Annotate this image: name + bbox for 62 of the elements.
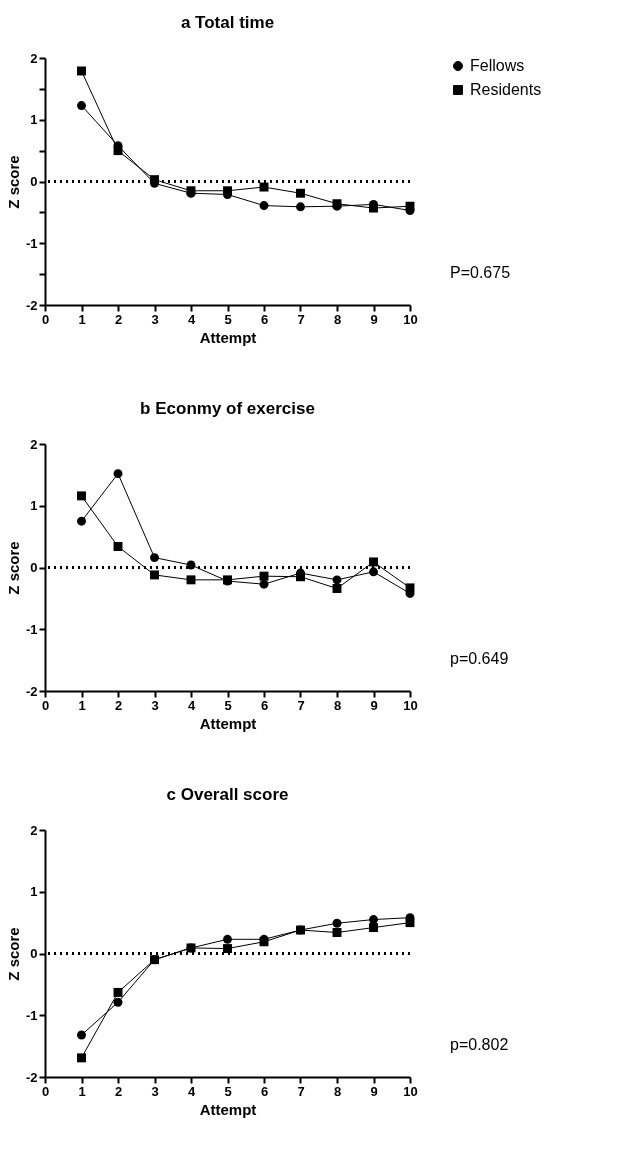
text: p=0.649: [450, 649, 509, 667]
y-tick-label: -2: [25, 1069, 38, 1085]
x-tick-label: 0: [41, 697, 50, 713]
x-tick-label: 10: [403, 697, 418, 713]
y-axis-title: Z score: [4, 541, 22, 595]
x-tick-label: 9: [370, 697, 378, 713]
y-tick-label: -1: [25, 1007, 38, 1023]
x-tick-label: 4: [187, 1083, 196, 1099]
y-axis-title: Z score: [4, 927, 22, 981]
x-tick-label: 3: [151, 697, 159, 713]
x-tick-label: 10: [403, 1083, 418, 1099]
x-tick-label: 5: [224, 697, 232, 713]
y-tick-label: -2: [25, 683, 38, 699]
x-tick-label: 0: [41, 1083, 50, 1099]
y-tick-label: 2: [30, 436, 38, 452]
x-axis-title: Attempt: [199, 328, 257, 346]
legend-label: Fellows: [470, 57, 525, 74]
x-tick-label: 10: [403, 311, 418, 327]
text: P=0.675: [450, 263, 511, 281]
chart-title: c Overall score: [166, 785, 289, 804]
x-tick-label: 3: [151, 1083, 159, 1099]
x-tick-label: 8: [333, 311, 342, 327]
x-tick-label: 6: [260, 1083, 269, 1099]
text: p=0.802: [450, 1035, 509, 1053]
y-tick-label: 1: [30, 498, 38, 514]
x-axis-title: Attempt: [199, 714, 257, 732]
x-tick-label: 2: [114, 311, 123, 327]
x-tick-label: 6: [260, 697, 269, 713]
y-tick-label: -1: [25, 621, 38, 637]
y-tick-label: 1: [30, 112, 38, 128]
x-tick-label: 2: [114, 1083, 123, 1099]
y-tick-label: 2: [30, 50, 38, 66]
x-tick-label: 5: [224, 311, 232, 327]
y-tick-label: -2: [25, 297, 38, 313]
x-axis-title: Attempt: [199, 1100, 257, 1118]
y-tick-label: 2: [30, 822, 38, 838]
chart-title: b Econmy of exercise: [140, 399, 315, 418]
x-tick-label: 4: [187, 311, 196, 327]
x-tick-label: 7: [297, 1083, 305, 1099]
x-tick-label: 1: [78, 1083, 86, 1099]
x-tick-label: 4: [187, 697, 196, 713]
x-tick-label: 9: [370, 311, 378, 327]
x-tick-label: 5: [224, 1083, 232, 1099]
x-tick-label: 6: [260, 311, 269, 327]
y-tick-label: 0: [30, 560, 38, 575]
y-tick-label: 0: [30, 174, 38, 189]
y-axis-title: Z score: [4, 155, 22, 209]
x-tick-label: 7: [297, 311, 305, 327]
chart-title: a Total time: [180, 13, 275, 32]
x-tick-label: 1: [78, 311, 86, 327]
x-tick-label: 3: [151, 311, 159, 327]
legend-label: Residents: [470, 81, 542, 98]
y-tick-label: 1: [30, 884, 38, 900]
x-tick-label: 0: [41, 311, 50, 327]
y-tick-label: -1: [25, 235, 38, 251]
y-tick-label: 0: [30, 946, 38, 961]
x-tick-label: 7: [297, 697, 305, 713]
x-tick-label: 1: [78, 697, 86, 713]
x-tick-label: 2: [114, 697, 123, 713]
x-tick-label: 9: [370, 1083, 378, 1099]
x-tick-label: 8: [333, 1083, 342, 1099]
x-tick-label: 8: [333, 697, 342, 713]
